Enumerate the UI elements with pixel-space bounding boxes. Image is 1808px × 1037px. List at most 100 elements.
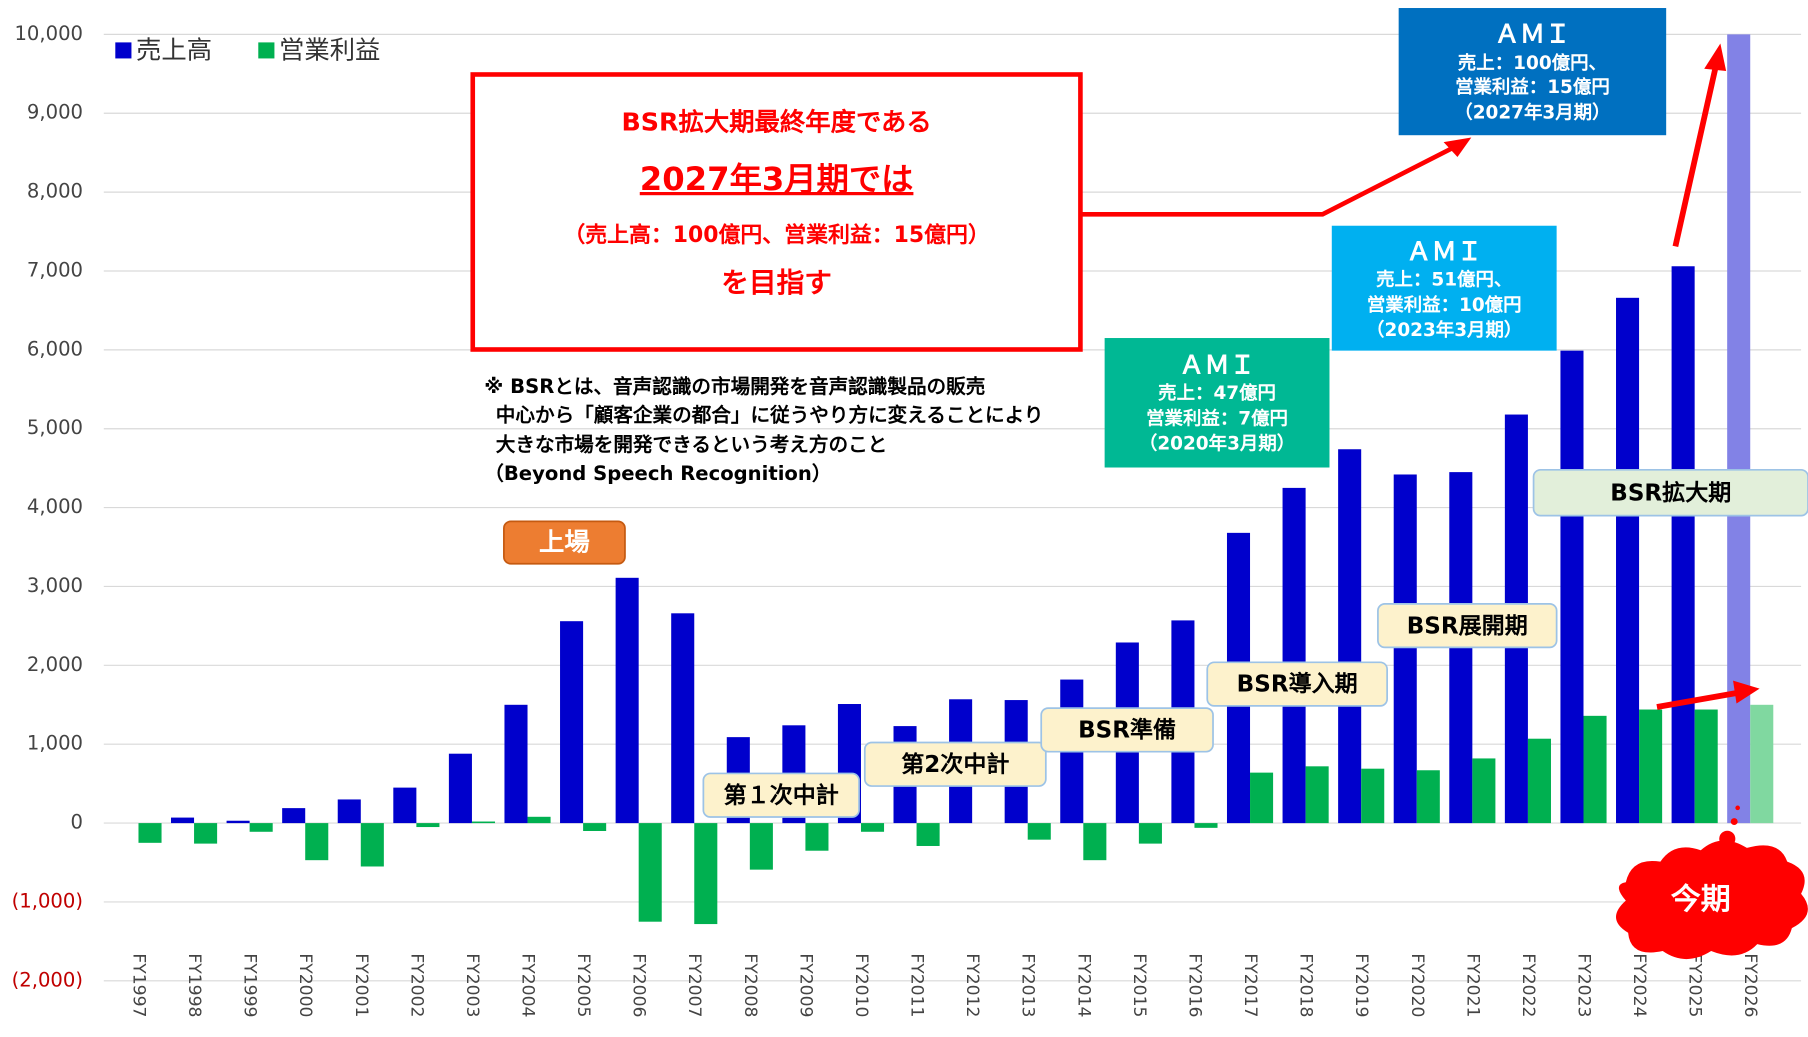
annotation-text: 今期	[1671, 882, 1731, 917]
bar	[305, 823, 328, 860]
legend-label: 営業利益	[279, 36, 380, 65]
chart: (2,000)(1,000)01,0002,0003,0004,0005,000…	[0, 0, 1808, 1037]
bar	[750, 823, 773, 870]
bar	[805, 823, 828, 851]
x-tick-label: FY2019	[1351, 953, 1371, 1017]
bar	[1083, 823, 1106, 860]
x-tick-label: FY2014	[1073, 953, 1093, 1017]
x-tick-label: FY2006	[629, 953, 649, 1017]
bar	[338, 799, 361, 823]
annotation-text: 上場	[539, 528, 590, 557]
x-tick-label: FY2000	[295, 953, 315, 1017]
bar	[1672, 266, 1695, 823]
y-tick-label: 2,000	[27, 653, 83, 676]
bar	[250, 823, 273, 832]
annotation-text: 2027年3月期では	[640, 160, 914, 198]
bar	[1194, 823, 1217, 828]
bar	[194, 823, 217, 844]
x-tick-label: FY1999	[240, 953, 260, 1017]
x-tick-label: FY2002	[406, 953, 426, 1017]
x-tick-label: FY2009	[795, 953, 815, 1017]
x-tick-label: FY2021	[1462, 953, 1482, 1017]
annotation-text: BSR準備	[1078, 717, 1176, 744]
bar	[616, 578, 639, 823]
x-tick-label: FY2024	[1629, 953, 1649, 1017]
y-tick-label: 0	[71, 811, 83, 834]
bar	[1583, 716, 1606, 823]
annotation-text: 営業利益：7億円	[1146, 407, 1288, 429]
bar	[227, 821, 250, 823]
legend-label: 売上高	[136, 36, 212, 65]
bar	[583, 823, 606, 831]
dot	[1731, 818, 1738, 825]
x-tick-label: FY2010	[851, 953, 871, 1017]
x-tick-label: FY2011	[907, 953, 927, 1017]
annotation-text: BSR導入期	[1237, 671, 1358, 698]
arrow	[1080, 147, 1455, 215]
bar	[528, 817, 551, 823]
legend-swatch	[258, 42, 274, 58]
bar	[361, 823, 384, 866]
annotation-text: （2020年3月期）	[1139, 433, 1295, 455]
annotation-text: 売上：100億円、	[1458, 52, 1607, 74]
x-tick-label: FY2020	[1407, 953, 1427, 1017]
annotation-text: BSR拡大期最終年度である	[621, 108, 931, 137]
annotation-text: 売上：51億円、	[1376, 269, 1512, 291]
bar	[1639, 710, 1662, 824]
bar	[1472, 758, 1495, 823]
y-tick-label: 4,000	[27, 495, 83, 518]
x-tick-label: FY2001	[351, 953, 371, 1017]
bar	[1283, 488, 1306, 823]
legend-swatch	[115, 42, 131, 58]
x-tick-label: FY1997	[128, 953, 148, 1017]
bar	[138, 823, 161, 843]
bar	[1695, 710, 1718, 824]
y-tick-label: 10,000	[14, 22, 83, 45]
annotation-text: 第１次中計	[724, 782, 839, 809]
y-tick-label: (2,000)	[12, 968, 83, 991]
x-tick-label: FY2018	[1296, 953, 1316, 1017]
x-tick-label: FY2013	[1018, 953, 1038, 1017]
x-tick-label: FY1998	[184, 953, 204, 1017]
bar	[1028, 823, 1051, 840]
dot	[1735, 806, 1740, 811]
bar	[671, 613, 694, 823]
annotation-text: 中心から「顧客企業の都合」に従うやり方に変えることにより	[496, 403, 1044, 426]
annotation-text: ※ BSRとは、音声認識の市場開発を音声認識製品の販売	[484, 375, 985, 398]
annotation-text: （売上高：100億円、営業利益：15億円）	[563, 222, 990, 248]
bar	[639, 823, 662, 922]
y-tick-label: 6,000	[27, 337, 83, 360]
bar	[1528, 739, 1551, 823]
y-tick-label: 9,000	[27, 101, 83, 124]
y-tick-label: 5,000	[27, 416, 83, 439]
y-tick-label: 8,000	[27, 180, 83, 203]
bar	[1750, 705, 1773, 823]
bar	[1727, 34, 1750, 823]
bar	[1417, 770, 1440, 823]
bar	[1338, 449, 1361, 823]
x-tick-label: FY2017	[1240, 953, 1260, 1017]
y-tick-label: 3,000	[27, 574, 83, 597]
annotation-text: 営業利益：15億円	[1455, 76, 1610, 98]
bar	[1394, 474, 1417, 823]
bar	[416, 823, 439, 827]
bar	[393, 788, 416, 823]
arrow	[1675, 66, 1715, 246]
arrow-head	[1704, 44, 1726, 72]
x-tick-label: FY2007	[684, 953, 704, 1017]
annotation-text: ＡＭＩ	[1406, 237, 1482, 266]
bar	[1560, 351, 1583, 823]
bar	[560, 621, 583, 823]
bar	[504, 705, 527, 823]
x-tick-label: FY2008	[740, 953, 760, 1017]
bar	[171, 818, 194, 824]
annotation-text: 第2次中計	[901, 751, 1009, 778]
x-tick-label: FY2015	[1129, 953, 1149, 1017]
x-tick-label: FY2023	[1573, 953, 1593, 1017]
annotation-text: （2027年3月期）	[1454, 101, 1610, 123]
annotation-text: 大きな市場を開発できるという考え方のこと	[496, 433, 887, 456]
arrow	[1657, 693, 1735, 707]
bar	[1250, 773, 1273, 823]
bar	[861, 823, 884, 832]
annotation-text: （Beyond Speech Recognition）	[484, 462, 831, 485]
